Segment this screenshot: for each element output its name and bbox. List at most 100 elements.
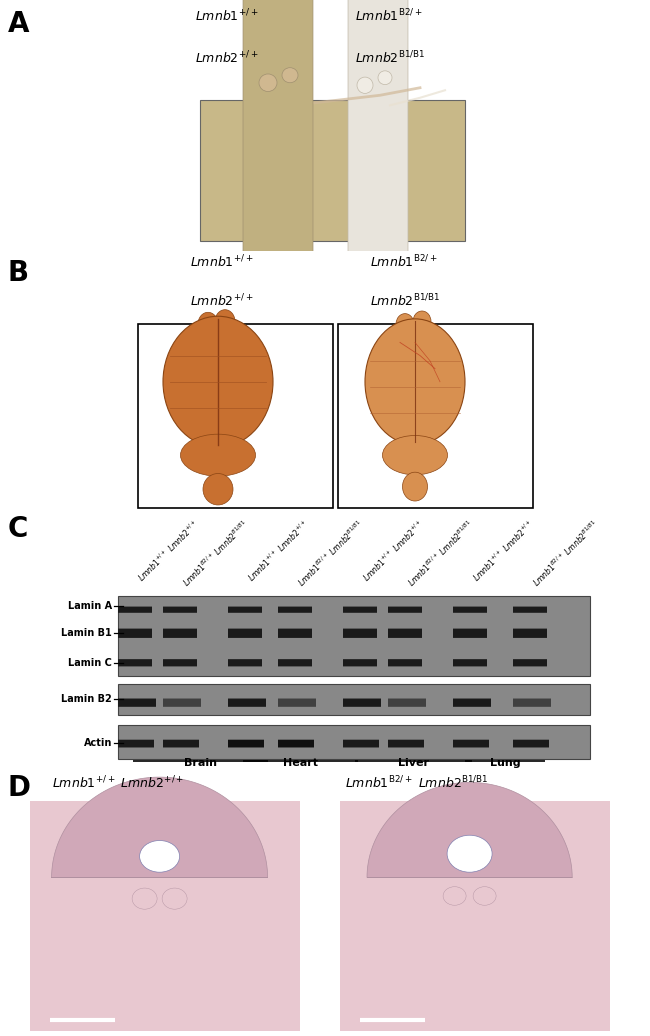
FancyBboxPatch shape [388,740,424,748]
Ellipse shape [162,888,187,910]
FancyBboxPatch shape [163,740,199,748]
FancyBboxPatch shape [228,698,266,707]
Text: $\it{Lmnb1}$$^{+/+}$ $\it{Lmnb2}$$^{+/+}$: $\it{Lmnb1}$$^{+/+}$ $\it{Lmnb2}$$^{+/+}… [52,775,184,792]
Text: $\it{Lmnb1}$$^{\mathrm{B2/+}}$ $\it{Lmnb2}$$^{\mathrm{B1/B1}}$: $\it{Lmnb1}$$^{\mathrm{B2/+}}$ $\it{Lmnb… [345,775,488,792]
FancyBboxPatch shape [343,698,381,707]
Ellipse shape [382,435,447,474]
Text: B: B [8,259,29,287]
Text: Lamin A: Lamin A [68,601,112,611]
Ellipse shape [473,887,496,905]
Text: $\it{Lmnb1}$$^{+/+}$ $\it{Lmnb2}$$^{+/+}$: $\it{Lmnb1}$$^{+/+}$ $\it{Lmnb2}$$^{+/+}… [245,518,311,584]
Text: Lamin B1: Lamin B1 [61,628,112,638]
FancyBboxPatch shape [278,740,314,748]
FancyBboxPatch shape [138,324,333,508]
Ellipse shape [198,312,218,336]
Text: A: A [8,10,29,38]
Text: $\it{Lmnb1}$$^{B2/+}$ $\it{Lmnb2}$$^{B1/B1}$: $\it{Lmnb1}$$^{B2/+}$ $\it{Lmnb2}$$^{B1/… [295,518,366,589]
Text: $\it{Lmnb1}$$^{\mathrm{B2/+}}$: $\it{Lmnb1}$$^{\mathrm{B2/+}}$ [370,254,437,270]
Text: Heart: Heart [283,758,318,768]
FancyBboxPatch shape [453,659,487,666]
FancyBboxPatch shape [338,324,533,508]
FancyBboxPatch shape [163,607,197,613]
Ellipse shape [378,70,392,85]
FancyBboxPatch shape [513,740,549,748]
Ellipse shape [163,316,273,448]
FancyBboxPatch shape [118,607,152,613]
FancyBboxPatch shape [388,629,422,638]
Text: $\it{Lmnb2}$$^{\mathrm{B1/B1}}$: $\it{Lmnb2}$$^{\mathrm{B1/B1}}$ [355,50,425,66]
Text: D: D [8,775,31,803]
FancyBboxPatch shape [343,740,379,748]
Text: $\it{Lmnb1}$$^{+/+}$ $\it{Lmnb2}$$^{+/+}$: $\it{Lmnb1}$$^{+/+}$ $\it{Lmnb2}$$^{+/+}… [135,518,202,584]
FancyBboxPatch shape [343,659,377,666]
FancyBboxPatch shape [453,607,487,613]
Ellipse shape [282,67,298,83]
FancyBboxPatch shape [118,596,590,677]
FancyBboxPatch shape [163,698,201,707]
Text: Lamin B2: Lamin B2 [61,694,112,704]
Text: Lamin C: Lamin C [68,658,112,667]
FancyBboxPatch shape [453,629,487,638]
FancyBboxPatch shape [388,659,422,666]
Polygon shape [51,777,268,877]
Ellipse shape [132,888,157,910]
FancyBboxPatch shape [200,100,465,240]
Text: $\it{Lmnb2}$$^{\mathrm{B1/B1}}$: $\it{Lmnb2}$$^{\mathrm{B1/B1}}$ [370,292,440,310]
Ellipse shape [357,77,373,93]
FancyBboxPatch shape [118,725,590,758]
FancyBboxPatch shape [118,659,152,666]
Ellipse shape [413,311,431,332]
Ellipse shape [181,434,255,477]
FancyBboxPatch shape [278,629,312,638]
Ellipse shape [365,319,465,444]
Ellipse shape [140,840,179,872]
Ellipse shape [443,887,466,905]
FancyBboxPatch shape [118,629,152,638]
FancyBboxPatch shape [278,607,312,613]
Text: Brain: Brain [184,758,217,768]
Ellipse shape [447,835,492,872]
Circle shape [348,0,408,1036]
Text: C: C [8,516,29,544]
Ellipse shape [337,0,413,497]
FancyBboxPatch shape [228,629,262,638]
Text: Actin: Actin [84,738,112,748]
FancyBboxPatch shape [228,607,262,613]
Ellipse shape [250,0,340,758]
FancyBboxPatch shape [278,659,312,666]
Text: $\it{Lmnb1}$$^{+/+}$ $\it{Lmnb2}$$^{+/+}$: $\it{Lmnb1}$$^{+/+}$ $\it{Lmnb2}$$^{+/+}… [360,518,426,584]
FancyBboxPatch shape [118,740,154,748]
FancyBboxPatch shape [388,698,426,707]
Ellipse shape [215,310,235,334]
Text: Liver: Liver [398,758,429,768]
FancyBboxPatch shape [453,740,489,748]
FancyBboxPatch shape [453,698,491,707]
FancyBboxPatch shape [278,698,316,707]
Text: $\it{Lmnb2}$$^{+/+}$: $\it{Lmnb2}$$^{+/+}$ [195,50,259,66]
FancyBboxPatch shape [343,629,377,638]
Text: $\it{Lmnb1}$$^{B2/+}$ $\it{Lmnb2}$$^{B1/B1}$: $\it{Lmnb1}$$^{B2/+}$ $\it{Lmnb2}$$^{B1/… [180,518,251,589]
FancyBboxPatch shape [163,659,197,666]
FancyBboxPatch shape [513,607,547,613]
FancyBboxPatch shape [513,698,551,707]
FancyBboxPatch shape [118,698,156,707]
Text: $\it{Lmnb1}$$^{B2/+}$ $\it{Lmnb2}$$^{B1/B1}$: $\it{Lmnb1}$$^{B2/+}$ $\it{Lmnb2}$$^{B1/… [405,518,476,589]
Ellipse shape [259,74,277,91]
Text: $\it{Lmnb1}$$^{\mathrm{B2/+}}$: $\it{Lmnb1}$$^{\mathrm{B2/+}}$ [355,7,422,24]
FancyBboxPatch shape [228,659,262,666]
FancyBboxPatch shape [343,607,377,613]
FancyBboxPatch shape [163,629,197,638]
Polygon shape [367,782,572,877]
FancyBboxPatch shape [118,684,590,715]
FancyBboxPatch shape [513,659,547,666]
FancyBboxPatch shape [30,801,300,1031]
Text: $\it{Lmnb1}$$^{+/+}$ $\it{Lmnb2}$$^{+/+}$: $\it{Lmnb1}$$^{+/+}$ $\it{Lmnb2}$$^{+/+}… [470,518,536,584]
Text: $\it{Lmnb1}$$^{+/+}$: $\it{Lmnb1}$$^{+/+}$ [190,254,254,270]
Ellipse shape [396,314,414,335]
Ellipse shape [203,473,233,505]
Text: $\it{Lmnb1}$$^{+/+}$: $\it{Lmnb1}$$^{+/+}$ [195,7,259,24]
Text: Lung: Lung [489,758,520,768]
Ellipse shape [402,472,428,501]
FancyBboxPatch shape [388,607,422,613]
Text: $\it{Lmnb2}$$^{+/+}$: $\it{Lmnb2}$$^{+/+}$ [190,292,254,310]
